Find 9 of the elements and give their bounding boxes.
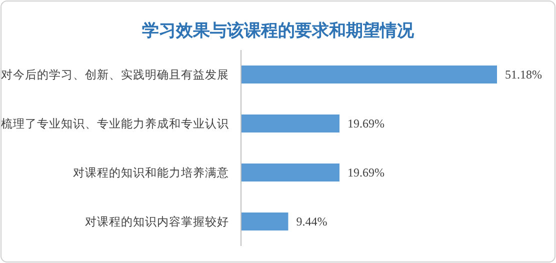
data-label: 19.69% — [347, 166, 384, 180]
data-label: 9.44% — [296, 214, 328, 228]
data-label: 19.69% — [347, 116, 384, 130]
y-tick-label: 梳理了专业知识、专业能力养成和专业认识 — [1, 116, 229, 130]
y-tick-label: 对课程的知识和能力培养满意 — [73, 166, 229, 180]
data-label: 51.18% — [505, 68, 542, 82]
chart-title: 学习效果与该课程的要求和期望情况 — [142, 21, 415, 41]
y-tick-label: 对今后的学习、创新、实践明确且有益发展 — [1, 68, 229, 82]
y-tick-label: 对课程的知识内容掌握较好 — [85, 214, 229, 228]
